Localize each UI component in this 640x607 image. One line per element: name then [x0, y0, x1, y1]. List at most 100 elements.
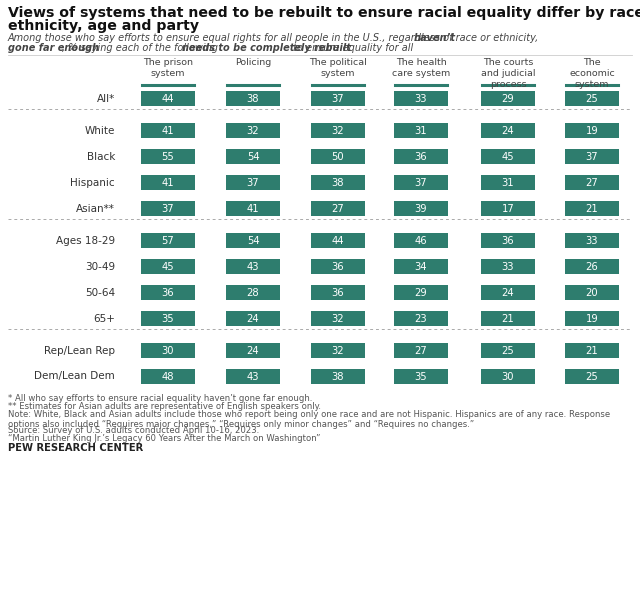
Text: 28: 28	[246, 288, 259, 297]
FancyBboxPatch shape	[311, 233, 365, 248]
Text: “Martin Luther King Jr.’s Legacy 60 Years After the March on Washington”: “Martin Luther King Jr.’s Legacy 60 Year…	[8, 434, 321, 443]
Text: 37: 37	[332, 93, 344, 104]
FancyBboxPatch shape	[226, 149, 280, 164]
FancyBboxPatch shape	[565, 259, 619, 274]
Text: PEW RESEARCH CENTER: PEW RESEARCH CENTER	[8, 443, 143, 453]
Text: 30: 30	[162, 345, 174, 356]
Text: haven’t: haven’t	[413, 33, 456, 43]
Text: Among those who say efforts to ensure equal rights for all people in the U.S., r: Among those who say efforts to ensure eq…	[8, 33, 542, 43]
FancyBboxPatch shape	[141, 175, 195, 190]
FancyBboxPatch shape	[311, 149, 365, 164]
Text: The
economic
system: The economic system	[569, 58, 615, 89]
Text: 39: 39	[415, 203, 428, 214]
Text: Note: White, Black and Asian adults include those who report being only one race: Note: White, Black and Asian adults incl…	[8, 410, 610, 429]
FancyBboxPatch shape	[226, 343, 280, 358]
FancyBboxPatch shape	[481, 259, 535, 274]
FancyBboxPatch shape	[226, 175, 280, 190]
FancyBboxPatch shape	[394, 175, 448, 190]
Text: 36: 36	[415, 152, 428, 161]
Text: 45: 45	[502, 152, 515, 161]
FancyBboxPatch shape	[141, 123, 195, 138]
FancyBboxPatch shape	[481, 123, 535, 138]
Text: The political
system: The political system	[309, 58, 367, 78]
Text: 57: 57	[162, 236, 174, 245]
Text: Rep/Lean Rep: Rep/Lean Rep	[44, 345, 115, 356]
Text: to ensure equality for all: to ensure equality for all	[291, 43, 413, 53]
FancyBboxPatch shape	[481, 201, 535, 216]
Text: 27: 27	[415, 345, 428, 356]
FancyBboxPatch shape	[565, 91, 619, 106]
FancyBboxPatch shape	[394, 369, 448, 384]
FancyBboxPatch shape	[141, 369, 195, 384]
FancyBboxPatch shape	[226, 285, 280, 300]
Text: 35: 35	[162, 313, 174, 324]
Text: 23: 23	[415, 313, 428, 324]
Text: 31: 31	[415, 126, 428, 135]
FancyBboxPatch shape	[141, 311, 195, 326]
Text: 30-49: 30-49	[85, 262, 115, 271]
Text: 17: 17	[502, 203, 515, 214]
Text: 32: 32	[332, 313, 344, 324]
FancyBboxPatch shape	[141, 343, 195, 358]
Text: 37: 37	[246, 177, 259, 188]
Text: 32: 32	[332, 345, 344, 356]
FancyBboxPatch shape	[565, 285, 619, 300]
FancyBboxPatch shape	[141, 259, 195, 274]
Text: Dem/Lean Dem: Dem/Lean Dem	[35, 371, 115, 382]
FancyBboxPatch shape	[226, 369, 280, 384]
FancyBboxPatch shape	[481, 343, 535, 358]
Text: 20: 20	[586, 288, 598, 297]
FancyBboxPatch shape	[394, 149, 448, 164]
FancyBboxPatch shape	[394, 285, 448, 300]
Text: 29: 29	[415, 288, 428, 297]
Text: ethnicity, age and party: ethnicity, age and party	[8, 19, 199, 33]
FancyBboxPatch shape	[481, 149, 535, 164]
Text: 36: 36	[332, 288, 344, 297]
Text: needs to be completely rebuilt: needs to be completely rebuilt	[182, 43, 351, 53]
Text: 36: 36	[332, 262, 344, 271]
Text: 24: 24	[246, 313, 259, 324]
Text: 36: 36	[162, 288, 174, 297]
Text: 33: 33	[502, 262, 515, 271]
FancyBboxPatch shape	[311, 343, 365, 358]
Text: 36: 36	[502, 236, 515, 245]
Text: 44: 44	[162, 93, 174, 104]
Text: 65+: 65+	[93, 313, 115, 324]
FancyBboxPatch shape	[394, 91, 448, 106]
Text: 35: 35	[415, 371, 428, 382]
FancyBboxPatch shape	[226, 91, 280, 106]
Text: 19: 19	[586, 126, 598, 135]
Text: 54: 54	[246, 152, 259, 161]
Text: The prison
system: The prison system	[143, 58, 193, 78]
Text: Policing: Policing	[235, 58, 271, 67]
Text: 43: 43	[247, 262, 259, 271]
FancyBboxPatch shape	[141, 285, 195, 300]
Text: 21: 21	[586, 203, 598, 214]
Text: 29: 29	[502, 93, 515, 104]
FancyBboxPatch shape	[141, 149, 195, 164]
FancyBboxPatch shape	[394, 233, 448, 248]
FancyBboxPatch shape	[226, 311, 280, 326]
Text: 25: 25	[502, 345, 515, 356]
Text: ** Estimates for Asian adults are representative of English speakers only.: ** Estimates for Asian adults are repres…	[8, 402, 321, 411]
Text: 34: 34	[415, 262, 428, 271]
FancyBboxPatch shape	[565, 233, 619, 248]
Text: 25: 25	[586, 93, 598, 104]
FancyBboxPatch shape	[565, 369, 619, 384]
FancyBboxPatch shape	[141, 233, 195, 248]
Text: White: White	[84, 126, 115, 135]
FancyBboxPatch shape	[311, 285, 365, 300]
Text: The health
care system: The health care system	[392, 58, 450, 78]
Text: 41: 41	[162, 126, 174, 135]
Text: 38: 38	[332, 177, 344, 188]
Text: , % saying each of the following: , % saying each of the following	[62, 43, 221, 53]
FancyBboxPatch shape	[226, 123, 280, 138]
FancyBboxPatch shape	[565, 149, 619, 164]
FancyBboxPatch shape	[394, 311, 448, 326]
Text: Asian**: Asian**	[76, 203, 115, 214]
Text: * All who say efforts to ensure racial equality haven’t gone far enough.: * All who say efforts to ensure racial e…	[8, 394, 312, 403]
FancyBboxPatch shape	[141, 91, 195, 106]
Text: 50-64: 50-64	[85, 288, 115, 297]
Text: Hispanic: Hispanic	[70, 177, 115, 188]
FancyBboxPatch shape	[226, 201, 280, 216]
